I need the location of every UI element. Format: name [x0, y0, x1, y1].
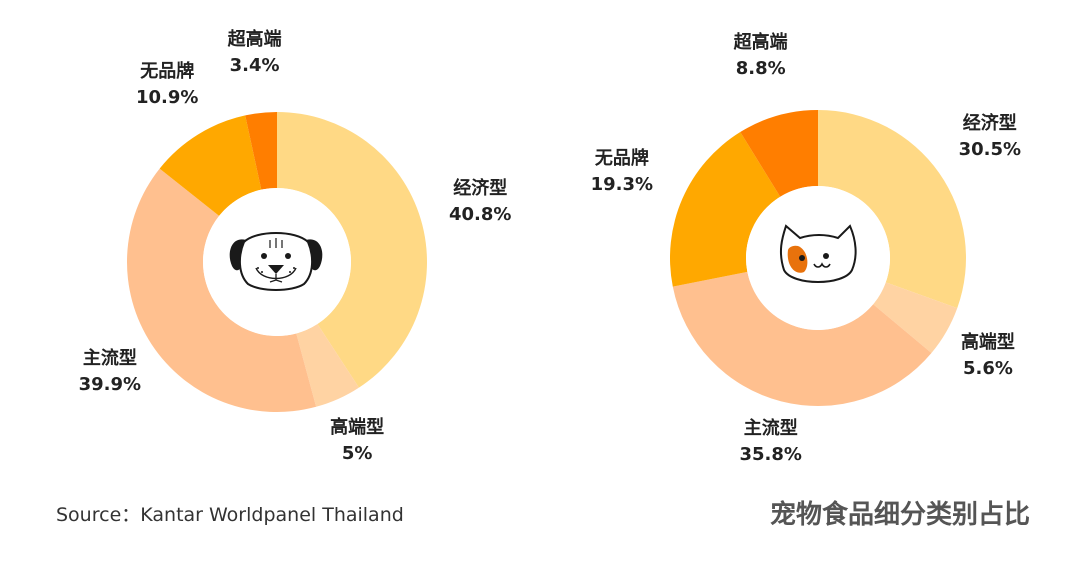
- dog-slice-0: [277, 112, 427, 388]
- slice-value: 35.8%: [739, 444, 802, 466]
- dog-slice-label-3: 无品牌 10.9%: [136, 59, 198, 111]
- dog-face-icon: [229, 232, 323, 291]
- dog-slice-2: [127, 168, 317, 412]
- cat-slice-label-0: 经济型 30.5%: [959, 111, 1021, 163]
- slice-value: 8.8%: [735, 57, 786, 79]
- slice-value: 5.6%: [962, 357, 1013, 379]
- cat-slice-1: [873, 282, 958, 354]
- dog-food-donut-chart: 经济型 40.8% 高端型 5% 主流型 39.9% 无品牌 10.9% 超高端 3.4%: [0, 0, 540, 480]
- slice-name: 无品牌: [140, 61, 195, 83]
- cat-slice-2: [672, 271, 932, 407]
- slice-value: 19.3%: [590, 174, 654, 196]
- dog-slice-3: [159, 115, 262, 216]
- slice-name: 主流型: [743, 418, 798, 440]
- cat-slice-4: [740, 110, 818, 197]
- figure-caption: 宠物食品细分类别占比: [769, 500, 1030, 530]
- cat-slice-label-4: 超高端 8.8%: [734, 30, 788, 82]
- source-note: Source：Kantar Worldpanel Thailand: [56, 504, 404, 526]
- slice-value: 39.9%: [78, 373, 142, 395]
- slice-value: 3.4%: [229, 55, 280, 77]
- slice-name: 主流型: [82, 347, 137, 369]
- cat-slice-label-3: 无品牌 19.3%: [591, 146, 653, 198]
- cat-slice-label-1: 高端型 5.6%: [961, 330, 1015, 382]
- cat-slice-3: [670, 132, 781, 287]
- dog-slice-1: [296, 323, 359, 407]
- slice-value: 30.5%: [958, 139, 1022, 161]
- slice-name: 高端型: [330, 416, 385, 438]
- slice-value: 5%: [341, 442, 373, 464]
- slice-name: 高端型: [960, 331, 1015, 353]
- cat-face-icon: [779, 224, 857, 283]
- cat-slice-label-2: 主流型 35.8%: [740, 416, 802, 468]
- slice-name: 超高端: [733, 31, 788, 53]
- dog-donut-svg: [127, 112, 427, 412]
- dog-slice-4: [245, 112, 277, 190]
- cat-food-donut-chart: 经济型 30.5% 高端型 5.6% 主流型 35.8% 无品牌 19.3% 超高端 8.8%: [540, 0, 1080, 480]
- slice-value: 40.8%: [448, 203, 512, 225]
- dog-slice-label-2: 主流型 39.9%: [79, 346, 141, 398]
- dog-slice-label-0: 经济型 40.8%: [449, 176, 511, 228]
- slice-name: 经济型: [453, 177, 508, 199]
- dog-slice-label-1: 高端型 5%: [330, 415, 384, 467]
- slice-name: 无品牌: [594, 148, 649, 170]
- slice-name: 超高端: [227, 29, 282, 51]
- cat-donut-svg: [670, 110, 966, 407]
- dog-slice-label-4: 超高端 3.4%: [228, 27, 282, 79]
- slice-name: 经济型: [962, 113, 1017, 135]
- cat-slice-0: [818, 110, 966, 309]
- slice-value: 10.9%: [135, 87, 199, 109]
